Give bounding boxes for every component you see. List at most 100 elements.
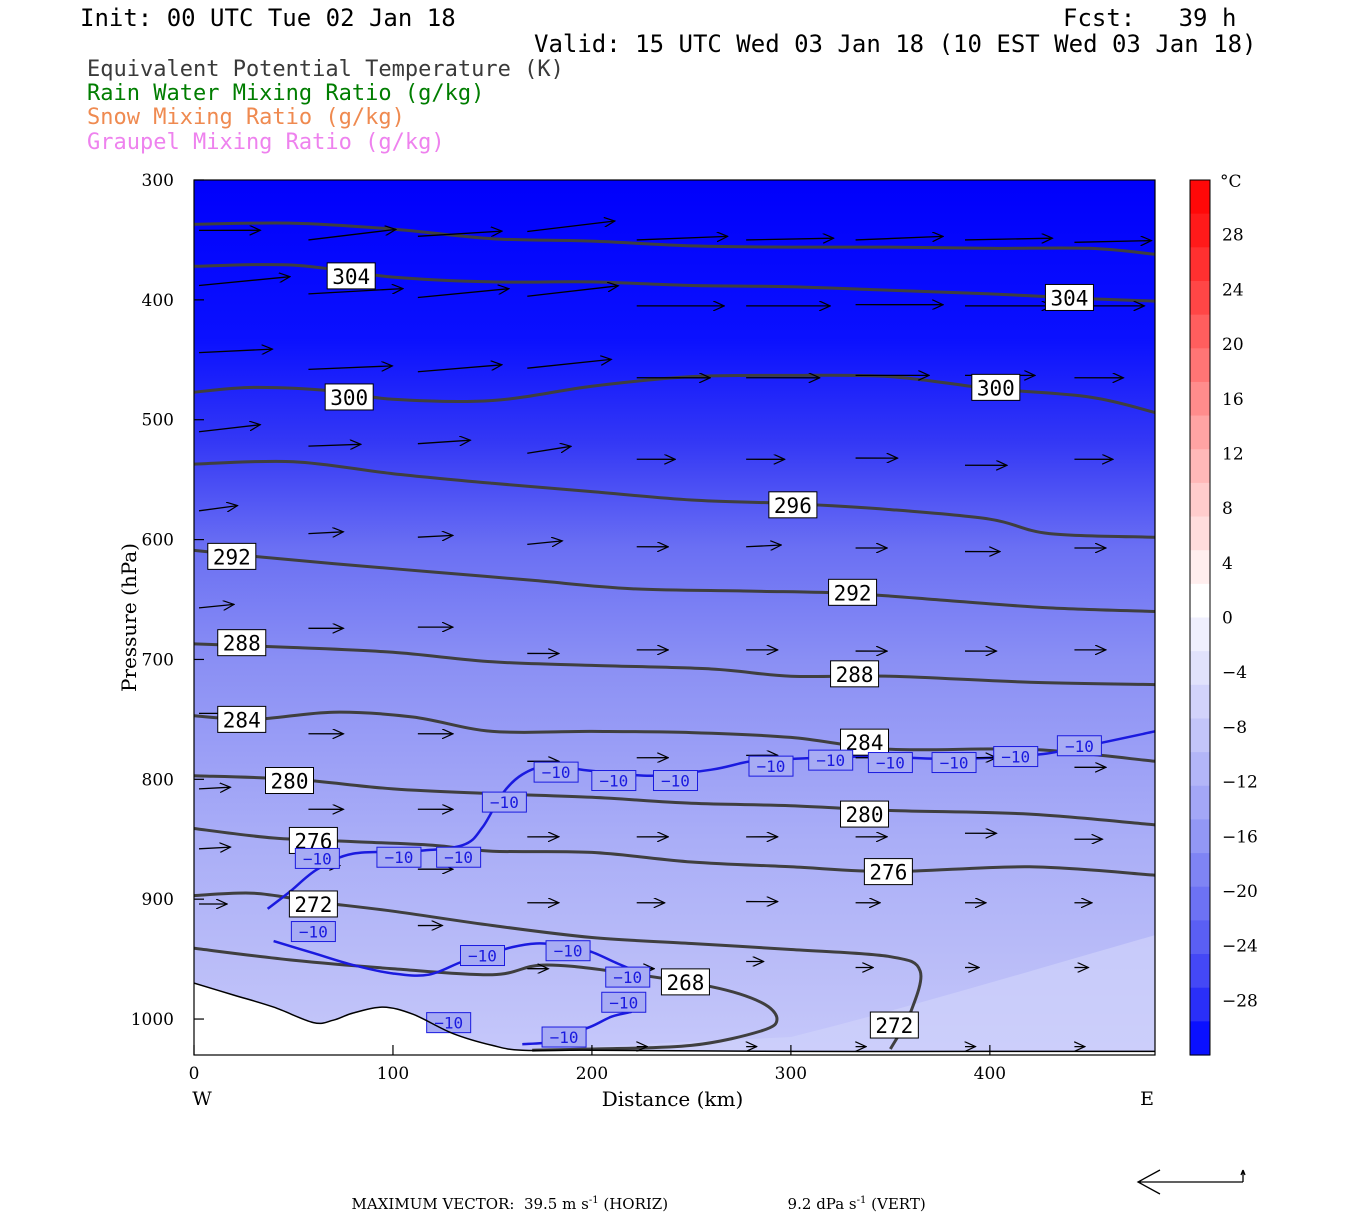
x-tick-label: 200 xyxy=(576,1064,608,1084)
colorbar-swatch xyxy=(1190,517,1210,551)
colorbar-tick-label: 24 xyxy=(1222,280,1244,300)
horiz-unit: m s xyxy=(562,1195,589,1213)
x-axis-label: Distance (km) xyxy=(602,1087,744,1111)
theta-e-label-text: 292 xyxy=(213,545,251,569)
x-tick-label: 100 xyxy=(377,1064,409,1084)
isotherm-label-text: −10 xyxy=(661,772,690,791)
colorbar-swatch xyxy=(1190,550,1210,584)
theta-e-label-text: 300 xyxy=(330,386,368,410)
theta-e-label-text: 296 xyxy=(774,494,812,518)
x-end-label-east: E xyxy=(1140,1088,1154,1110)
colorbar-tick-label: 28 xyxy=(1222,226,1244,246)
vert-exp: -1 xyxy=(857,1195,867,1206)
isotherm-label: −10 xyxy=(868,753,912,773)
y-tick-label: 500 xyxy=(142,411,174,431)
theta-e-label-text: 304 xyxy=(1050,286,1088,310)
theta-e-label-300: 300 xyxy=(325,384,373,410)
horiz-exp: -1 xyxy=(589,1195,599,1206)
max-vector-title: MAXIMUM VECTOR: xyxy=(352,1195,515,1213)
colorbar-swatch xyxy=(1190,483,1210,517)
theta-e-label-292: 292 xyxy=(208,543,256,569)
y-tick-label: 400 xyxy=(142,291,174,311)
isotherm-label-text: −10 xyxy=(550,1028,579,1047)
isotherm-label: −10 xyxy=(542,1027,586,1047)
colorbar-tick-label: −8 xyxy=(1222,718,1247,738)
colorbar-tick-label: −24 xyxy=(1222,937,1258,957)
theta-e-label-280: 280 xyxy=(266,768,314,794)
colorbar-tick-label: −12 xyxy=(1222,773,1258,793)
colorbar-tick-label: 16 xyxy=(1222,390,1244,410)
isotherm-label: −10 xyxy=(749,756,793,776)
theta-e-label-268: 268 xyxy=(661,969,709,995)
theta-e-label-text: 292 xyxy=(834,581,872,605)
temperature-field xyxy=(194,180,1155,1055)
isotherm-label: −10 xyxy=(377,847,421,867)
theta-e-label-text: 304 xyxy=(332,265,370,289)
isotherm-label: −10 xyxy=(602,992,646,1012)
theta-e-label-272: 272 xyxy=(870,1012,918,1038)
colorbar-tick-label: −4 xyxy=(1222,663,1247,683)
colorbar-tick-label: 20 xyxy=(1222,335,1244,355)
colorbar-swatch xyxy=(1190,584,1210,618)
theta-e-label-296: 296 xyxy=(769,492,817,518)
isotherm-label-text: −10 xyxy=(757,757,786,776)
isotherm-label-text: −10 xyxy=(876,754,905,773)
colorbar-tick-label: −16 xyxy=(1222,827,1258,847)
isotherm-label: −10 xyxy=(482,792,526,812)
isotherm-label-text: −10 xyxy=(599,772,628,791)
theta-e-label-text: 280 xyxy=(846,803,884,827)
isotherm-label: −10 xyxy=(592,771,636,791)
colorbar-swatch xyxy=(1190,449,1210,483)
colorbar-swatch xyxy=(1190,416,1210,450)
colorbar-unit: °C xyxy=(1220,172,1242,192)
vert-vector-label: 9.2 dPa s-1 (VERT) xyxy=(778,1177,926,1213)
theta-e-label-text: 268 xyxy=(666,971,704,995)
colorbar-swatch xyxy=(1190,180,1210,214)
colorbar-swatch xyxy=(1190,685,1210,719)
isotherm-label: −10 xyxy=(809,750,853,770)
y-axis-label: Pressure (hPa) xyxy=(117,543,141,692)
colorbar-swatch xyxy=(1190,718,1210,752)
colorbar-tick-label: −20 xyxy=(1222,882,1258,902)
isotherm-label-text: −10 xyxy=(490,793,519,812)
colorbar-swatch xyxy=(1190,819,1210,853)
theta-e-label-272: 272 xyxy=(289,891,337,917)
theta-e-label-304: 304 xyxy=(327,263,375,289)
y-tick-label: 800 xyxy=(142,770,174,790)
colorbar-tick-label: −28 xyxy=(1222,991,1258,1011)
colorbar-tick-label: 4 xyxy=(1222,554,1233,574)
reference-vector-icon xyxy=(1130,1162,1255,1198)
colorbar-swatch xyxy=(1190,382,1210,416)
vert-unit: dPa s xyxy=(816,1195,856,1213)
y-tick-label: 700 xyxy=(142,650,174,670)
isotherm-label: −10 xyxy=(546,941,590,961)
isotherm-label: −10 xyxy=(1057,736,1101,756)
colorbar-swatch xyxy=(1190,618,1210,652)
isotherm-label-text: −10 xyxy=(1065,737,1094,756)
isotherm-label: −10 xyxy=(427,1013,471,1033)
isotherm-label: −10 xyxy=(606,967,650,987)
x-end-label-west: W xyxy=(192,1088,212,1110)
theta-e-label-288: 288 xyxy=(218,630,266,656)
isotherm-label: −10 xyxy=(653,771,697,791)
theta-e-label-text: 272 xyxy=(875,1014,913,1038)
isotherm-label-text: −10 xyxy=(554,942,583,961)
x-tick-label: 0 xyxy=(189,1064,200,1084)
y-tick-label: 300 xyxy=(142,171,174,191)
colorbar-swatch xyxy=(1190,214,1210,248)
isotherm-label: −10 xyxy=(291,922,335,942)
isotherm-label-text: −10 xyxy=(303,849,332,868)
colorbar-swatch xyxy=(1190,988,1210,1022)
colorbar-swatch xyxy=(1190,1021,1210,1055)
isotherm-label: −10 xyxy=(295,848,339,868)
max-vector-label: MAXIMUM VECTOR: 39.5 m s-1 (HORIZ) xyxy=(342,1177,668,1213)
theta-e-label-text: 288 xyxy=(223,632,261,656)
theta-e-label-304: 304 xyxy=(1045,284,1093,310)
isotherm-label-text: −10 xyxy=(1001,748,1030,767)
horiz-value: 39.5 xyxy=(524,1195,557,1213)
isotherm-label: −10 xyxy=(994,747,1038,767)
theta-e-label-text: 276 xyxy=(869,861,907,885)
isotherm-label-text: −10 xyxy=(299,923,328,942)
isotherm-label-text: −10 xyxy=(613,968,642,987)
theta-e-label-284: 284 xyxy=(218,706,266,732)
